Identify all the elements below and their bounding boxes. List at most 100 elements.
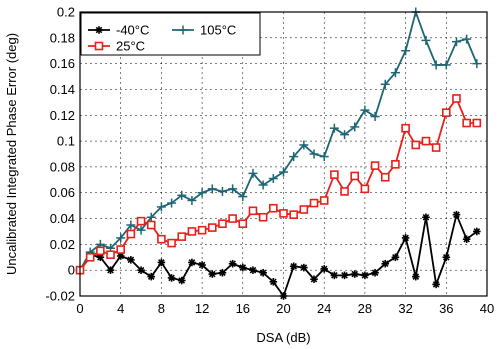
y-tick-label: 0.04: [50, 211, 75, 226]
data-point: [350, 270, 359, 278]
data-point: [462, 235, 471, 243]
data-point: [371, 268, 379, 277]
data-point: [329, 123, 339, 133]
data-point: [411, 272, 420, 281]
data-point: [198, 261, 206, 269]
y-tick-label: 0.12: [50, 108, 75, 123]
data-point: [269, 203, 278, 213]
x-tick-label: 36: [439, 301, 453, 316]
data-point: [146, 220, 156, 230]
data-point: [96, 246, 105, 256]
data-point: [472, 118, 482, 128]
data-point: [451, 37, 461, 47]
data-point: [319, 152, 329, 162]
data-point: [167, 274, 176, 282]
data-point: [248, 168, 258, 178]
data-point: [340, 187, 349, 196]
data-point: [279, 167, 288, 177]
data-point: [85, 252, 95, 262]
x-axis-label: DSA (dB): [256, 330, 310, 345]
data-point: [390, 68, 400, 78]
data-point: [116, 233, 126, 243]
data-point: [126, 229, 136, 239]
data-point: [340, 271, 349, 280]
x-tick-label: 8: [158, 301, 165, 316]
data-point: [309, 149, 319, 159]
data-point: [136, 216, 146, 226]
data-point: [299, 205, 309, 214]
data-point: [421, 136, 431, 146]
data-point: [156, 202, 166, 212]
data-point: [462, 118, 471, 128]
data-point: [249, 266, 257, 274]
data-point: [401, 234, 410, 242]
data-point: [401, 123, 410, 133]
data-point: [462, 34, 472, 44]
data-point: [432, 280, 440, 289]
legend-label: 25°C: [116, 39, 145, 54]
data-point: [391, 160, 400, 169]
data-point: [360, 105, 370, 115]
x-tick-label: 20: [276, 301, 290, 316]
data-point: [116, 245, 125, 254]
x-tick-label: 12: [195, 301, 209, 316]
data-point: [421, 35, 431, 45]
y-tick-label: 0.08: [50, 159, 75, 174]
y-tick-label: 0.18: [50, 30, 75, 45]
data-point: [238, 192, 248, 202]
data-point: [330, 271, 339, 280]
data-point: [96, 253, 105, 262]
data-point: [268, 174, 278, 184]
data-point: [106, 266, 115, 274]
x-tick-label: 32: [398, 301, 412, 316]
y-tick-label: 0.06: [50, 185, 75, 200]
data-point: [146, 212, 156, 222]
data-point: [218, 268, 227, 277]
y-axis-label: Uncalibrated Integrated Phase Error (deg…: [4, 33, 19, 275]
data-point: [188, 258, 196, 267]
y-tick-label: -0.02: [45, 289, 75, 304]
data-point: [320, 265, 328, 273]
series-line-0: [79, 213, 478, 297]
data-point: [360, 184, 370, 194]
data-point: [228, 184, 238, 194]
series-line-2: [79, 97, 477, 271]
data-point: [431, 60, 441, 70]
x-tick-label: 16: [236, 301, 250, 316]
data-point: [187, 227, 197, 236]
data-point: [391, 253, 400, 262]
data-point: [350, 122, 360, 132]
data-point: [473, 227, 481, 236]
y-tick-label: 0.1: [57, 134, 75, 149]
data-point: [350, 171, 360, 181]
legend-marker: [94, 41, 104, 51]
legend-marker: [178, 25, 188, 35]
x-tick-label: 0: [76, 301, 83, 316]
data-point: [187, 195, 197, 205]
data-point: [370, 161, 380, 170]
data-point: [422, 213, 430, 222]
y-tick-label: 0: [68, 263, 75, 278]
legend: -40°C 105°C 25°C: [80, 12, 261, 56]
x-tick-label: 24: [317, 301, 331, 316]
data-point: [299, 140, 309, 150]
data-point: [309, 198, 319, 208]
data-point: [472, 59, 482, 69]
data-point: [319, 196, 329, 205]
data-point: [157, 234, 166, 244]
data-point: [106, 250, 115, 259]
data-point: [330, 170, 339, 179]
legend-label: -40°C: [116, 23, 149, 38]
x-tick-label: 40: [480, 301, 494, 316]
y-tick-label: 0.14: [50, 82, 75, 97]
data-point: [147, 272, 156, 281]
data-point: [452, 210, 461, 219]
data-point: [239, 263, 247, 272]
data-point: [207, 184, 217, 194]
data-point: [380, 79, 390, 89]
legend-label: 105°C: [200, 23, 236, 38]
legend-box: [80, 12, 261, 56]
series-markers: [75, 7, 482, 300]
data-point: [177, 232, 187, 241]
